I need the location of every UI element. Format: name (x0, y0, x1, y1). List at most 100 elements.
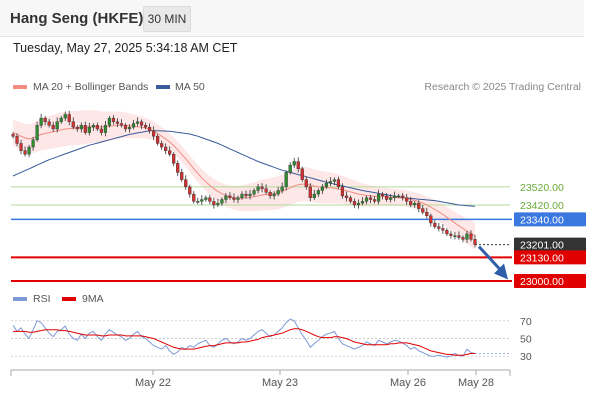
candle-body (208, 197, 212, 202)
candle-body (236, 197, 240, 200)
candle-body (376, 193, 381, 202)
candle-body (147, 126, 152, 131)
candle-body (268, 192, 272, 197)
candle-body (224, 195, 228, 200)
candle-body (212, 201, 216, 206)
ma20-line (12, 124, 476, 237)
candle-body (196, 201, 200, 203)
candle-body (139, 121, 144, 126)
candle-body (87, 126, 91, 133)
candle-body (368, 197, 373, 200)
candle-body (332, 179, 336, 182)
candle-body (264, 188, 268, 193)
level-label-support: 23130.00 (520, 252, 564, 264)
candle-body (356, 202, 361, 206)
price-plot: 23520.00 23420.00 23340.00 23201.0023130.00… (11, 110, 586, 288)
candle-body (152, 130, 156, 137)
level-label-support: 23000.00 (520, 276, 564, 288)
candle-body (164, 146, 168, 151)
candle-body (71, 121, 75, 128)
candle-body (328, 181, 332, 184)
chart-header: Hang Seng (HKFE) 30 MIN (0, 0, 584, 37)
candle-body (23, 150, 27, 155)
candle-body (381, 193, 385, 197)
candle-body (336, 179, 341, 188)
candle-body (244, 193, 248, 197)
candle-body (421, 208, 425, 213)
candle-body (409, 201, 413, 206)
candle-body (103, 125, 107, 133)
candle-body (119, 123, 124, 126)
candle-body (27, 146, 31, 155)
level-label-pivot: 23340.00 (520, 214, 564, 226)
candle-body (340, 186, 345, 197)
candle-body (180, 172, 184, 180)
candle-body (449, 233, 453, 236)
candle-body (127, 126, 132, 130)
candle-body (437, 226, 441, 229)
credit-text: Research © 2025 Trading Central (424, 81, 581, 93)
candle-body (15, 135, 19, 144)
candle-body (75, 126, 79, 130)
candle-body (372, 199, 377, 202)
candle-body (176, 163, 180, 173)
time-axis-label: May 22 (135, 377, 171, 389)
candle-body (99, 128, 103, 133)
forecast-arrow-shaft (477, 245, 503, 272)
candle-body (316, 190, 320, 195)
candle-body (445, 230, 449, 235)
candle-body (360, 201, 365, 204)
candle-body (469, 233, 473, 240)
time-axis-label: May 26 (390, 377, 426, 389)
candle-body (131, 123, 136, 128)
candle-body (232, 197, 236, 200)
candle-body (405, 197, 409, 202)
candle-body (473, 239, 477, 245)
ma50-legend-label: MA 50 (175, 81, 205, 93)
chart-timestamp: Tuesday, May 27, 2025 5:34:18 AM CET (13, 41, 238, 55)
candle-body (352, 201, 357, 206)
candle-body (240, 193, 244, 198)
candle-body (413, 202, 417, 206)
candle-body (272, 193, 276, 197)
level-tag-last (514, 237, 586, 252)
candle-body (429, 215, 433, 224)
candle-body (95, 125, 99, 130)
candle-body (172, 154, 176, 164)
candle-body (143, 125, 148, 128)
candle-body (312, 193, 316, 198)
candle-body (115, 121, 120, 124)
candle-body (385, 195, 389, 200)
candle-body (111, 117, 116, 122)
candle-body (348, 197, 353, 202)
candle-body (11, 134, 15, 137)
level-label-last: 23201.00 (520, 240, 564, 252)
candle-body (43, 117, 47, 122)
instrument-title: Hang Seng (HKFE) (10, 10, 144, 27)
candle-body (168, 150, 172, 155)
candle-body (192, 193, 196, 202)
candle-body (160, 143, 164, 148)
level-tag-pivot (514, 212, 586, 227)
candle-body (296, 161, 300, 169)
timeframe-button[interactable]: 30 MIN (143, 6, 191, 32)
candle-body (260, 186, 264, 189)
candle-body (83, 125, 87, 133)
candle-body (276, 190, 280, 195)
candle-body (292, 161, 296, 166)
rsi-line (12, 318, 476, 358)
time-axis: May 22 May 23 May 26 May 28 (10, 369, 511, 389)
candle-body (308, 186, 312, 198)
candle-body (63, 114, 67, 119)
candle-body (453, 235, 457, 237)
rsi-tick-label: 70 (520, 316, 532, 328)
candle-body (39, 117, 43, 126)
bollinger-legend-label: MA 20 + Bollinger Bands (33, 81, 148, 93)
rsi-ma-line (13, 328, 475, 356)
candle-body (461, 237, 465, 240)
time-axis-label: May 23 (262, 377, 298, 389)
bollinger-band-fill (13, 110, 475, 250)
candle-body (135, 121, 140, 124)
